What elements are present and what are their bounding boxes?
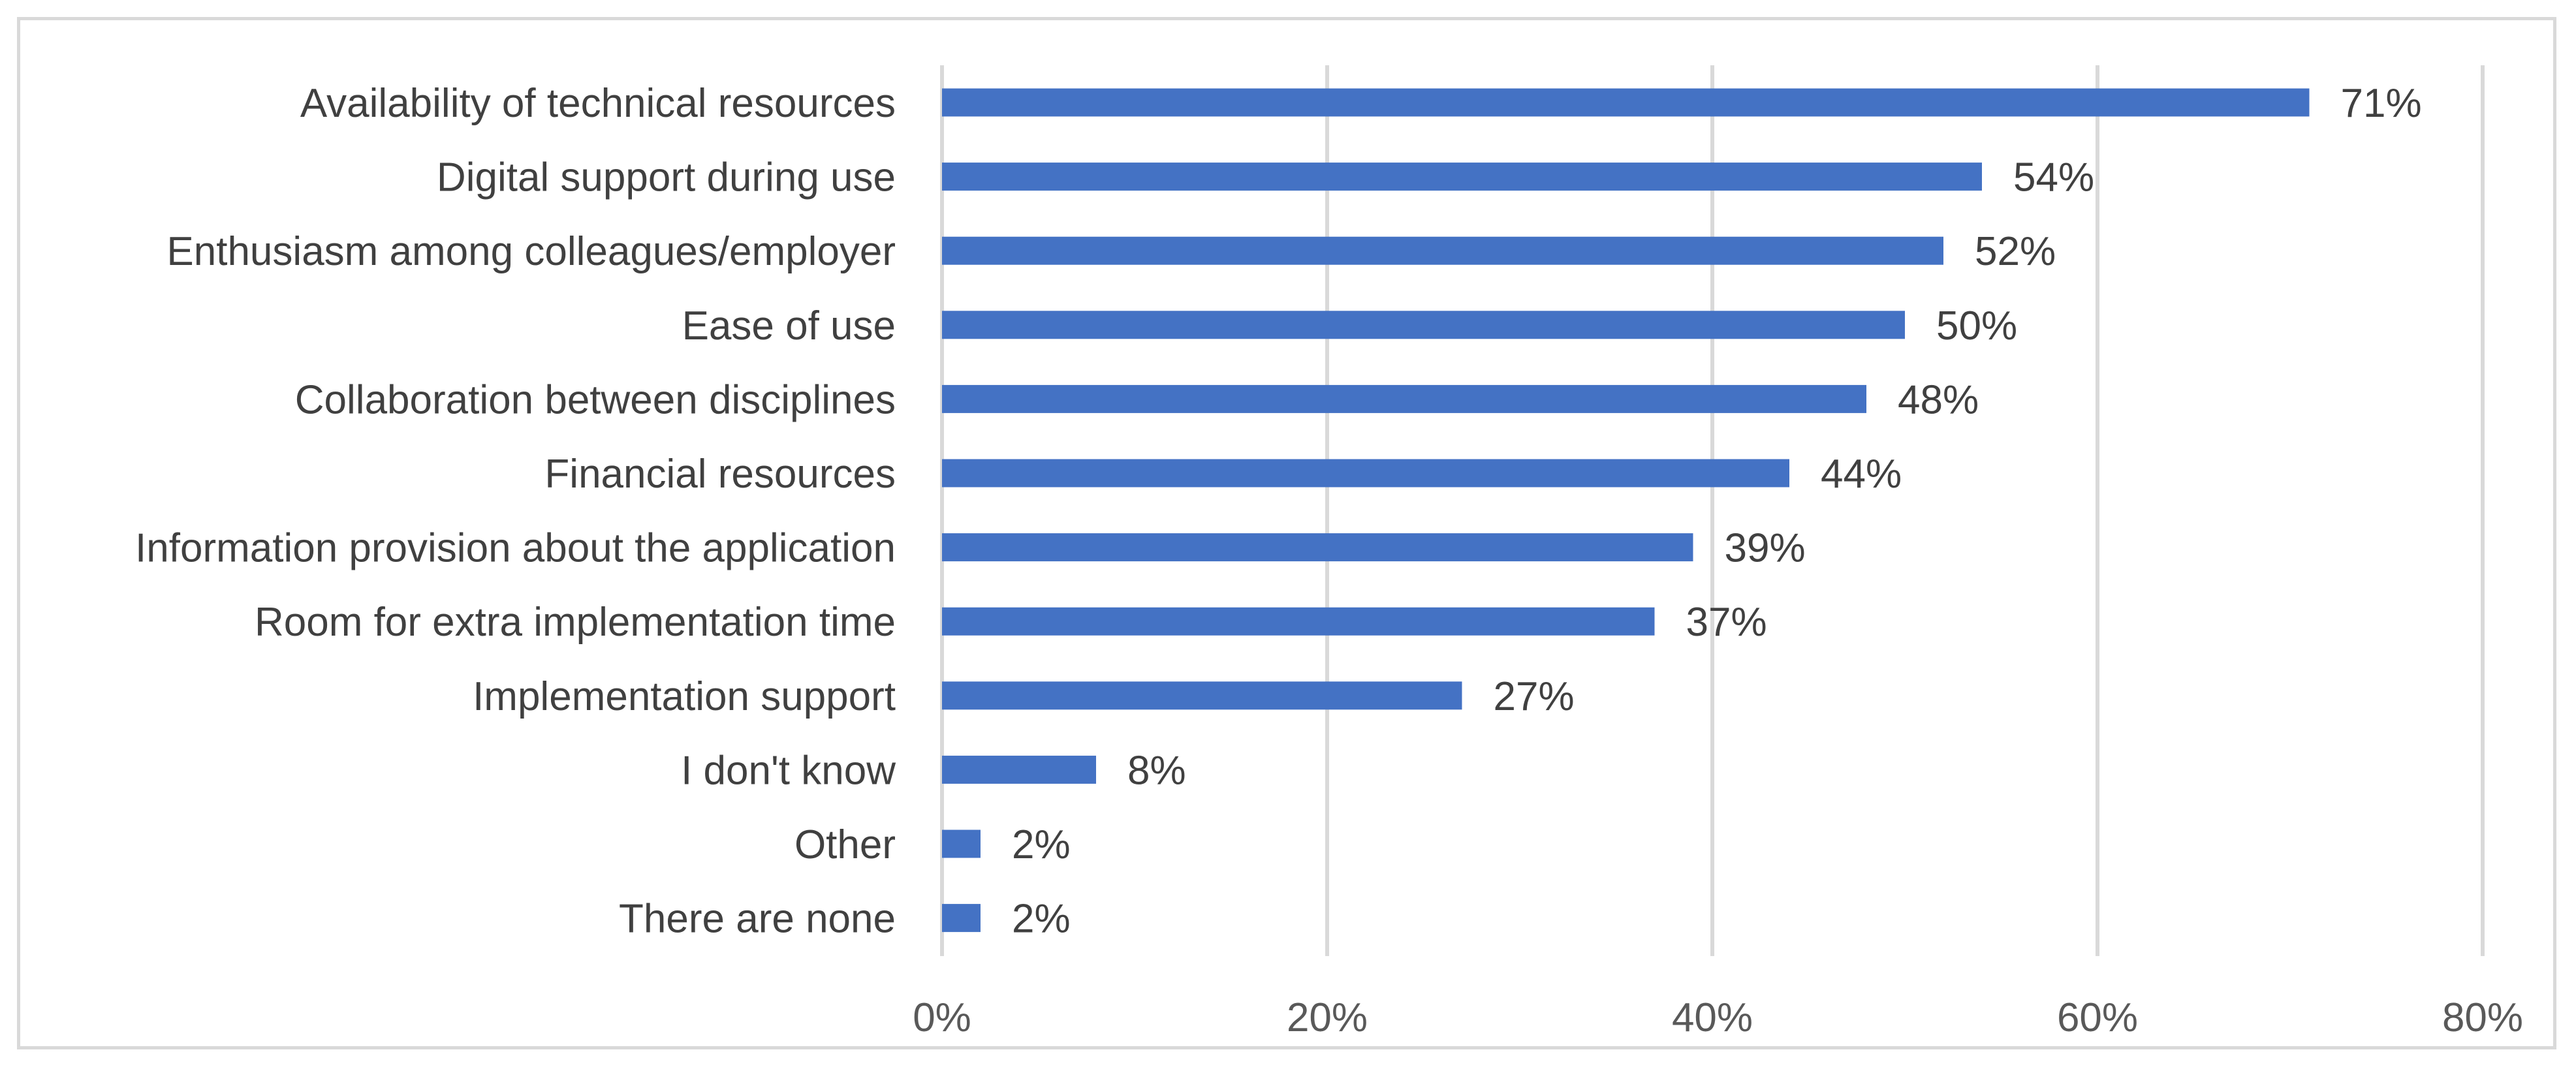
category-label: Financial resources	[544, 452, 896, 497]
category-label: Implementation support	[473, 674, 896, 719]
x-tick-label: 40%	[1672, 995, 1753, 1040]
bar	[942, 607, 1655, 636]
x-tick-label: 20%	[1287, 995, 1368, 1040]
gridlines	[940, 65, 2485, 956]
bar	[942, 533, 1693, 562]
category-label: Ease of use	[682, 303, 896, 349]
x-tick-label: 60%	[2057, 995, 2138, 1040]
bar	[942, 384, 1866, 413]
bar	[942, 904, 981, 933]
x-tick-label: 80%	[2442, 995, 2523, 1040]
category-label: Availability of technical resources	[300, 81, 896, 126]
data-label: 8%	[1127, 748, 1186, 793]
data-label: 37%	[1686, 600, 1767, 645]
data-label: 2%	[1012, 822, 1071, 867]
category-label: I don't know	[681, 748, 896, 793]
category-label: Enthusiasm among colleagues/employer	[166, 229, 896, 274]
bars	[942, 88, 2310, 933]
data-label: 48%	[1898, 377, 1979, 422]
data-label: 54%	[2013, 155, 2094, 200]
bar	[942, 163, 1982, 191]
data-label: 50%	[1936, 303, 2017, 349]
bar	[942, 88, 2310, 117]
bar	[942, 236, 1943, 265]
bar	[942, 681, 1462, 710]
x-tick-label: 0%	[913, 995, 971, 1040]
data-label: 39%	[1725, 526, 1806, 571]
data-labels: 71% 54% 52% 50% 48% 44% 39% 37% 27% 8% 2% 2%	[1012, 81, 2422, 942]
x-axis-tick-labels: 0% 20% 40% 60% 80%	[913, 995, 2523, 1040]
category-labels: Availability of technical resources Digit…	[135, 81, 896, 942]
bar	[942, 829, 981, 858]
category-label: There are none	[619, 897, 896, 942]
data-label: 27%	[1494, 674, 1575, 719]
bar	[942, 755, 1096, 784]
category-label: Digital support during use	[437, 155, 896, 200]
category-label: Collaboration between disciplines	[295, 377, 896, 422]
data-label: 52%	[1975, 229, 2056, 274]
bar	[942, 459, 1789, 488]
bar	[942, 311, 1905, 339]
data-label: 44%	[1821, 452, 1902, 497]
data-label: 2%	[1012, 897, 1071, 942]
category-label: Other	[794, 822, 896, 867]
category-label: Room for extra implementation time	[255, 600, 896, 645]
data-label: 71%	[2341, 81, 2422, 126]
category-label: Information provision about the applicat…	[135, 526, 896, 571]
